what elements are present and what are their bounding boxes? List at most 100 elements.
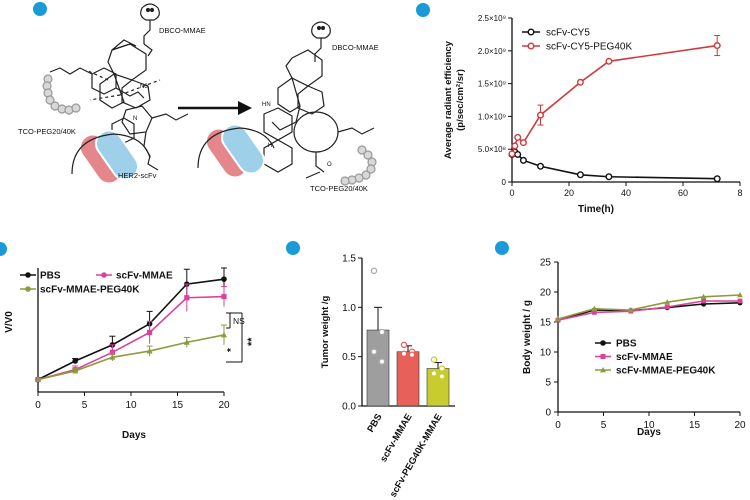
series-point [146, 347, 153, 354]
atom-n: N [133, 116, 137, 122]
bar-1 [396, 351, 420, 407]
x-tick-label: 5 [82, 400, 88, 411]
panel-dot-c [0, 242, 7, 256]
series-point [35, 376, 41, 382]
x-tick-label: 0 [35, 400, 41, 411]
x-tick-label: 0 [509, 188, 514, 198]
y-tick-label: 0.0 [342, 402, 356, 413]
x-tick-label: 40 [621, 188, 631, 198]
x-tick-label: 5 [601, 420, 607, 431]
series-point [147, 329, 153, 336]
y-axis-title: Average radiant efficiency [443, 40, 454, 159]
x-tick-label: 10 [125, 400, 137, 411]
series-point [555, 316, 561, 322]
legend-marker [25, 286, 31, 292]
peg-beads-right [340, 145, 377, 186]
legend-marker [527, 28, 535, 36]
data-point [430, 370, 438, 377]
series-point [713, 175, 721, 183]
peg-beads-left [42, 74, 81, 115]
x-axis-title: Days [122, 430, 146, 441]
series-point [221, 331, 227, 338]
bar-2 [426, 368, 450, 407]
legend-label: scFv-MMAE-PEG40K [40, 285, 140, 296]
legend-marker [600, 354, 606, 359]
series-line-1 [557, 300, 740, 321]
series-point [109, 349, 115, 355]
legend-marker [600, 340, 606, 346]
series-point [508, 150, 516, 158]
y-axis-title: V/V0 [4, 311, 15, 333]
y-tick-label: 25 [540, 258, 552, 269]
panel-dot-d [286, 241, 300, 255]
label-dbco-mmae-left: DBCO-MMAE [159, 26, 206, 35]
series-point [737, 298, 743, 304]
y-tick-label: 2.0×10⁹ [478, 47, 506, 56]
series-point [537, 111, 545, 119]
series-point [511, 142, 519, 150]
y-tick-label: 1.5×10⁹ [478, 80, 506, 89]
x-tick-label: 10 [643, 420, 655, 431]
legend-label: scFv-MMAE-PEG40K [616, 366, 716, 377]
atom-hn: HN [262, 102, 271, 108]
data-point [378, 358, 386, 365]
series-point [605, 57, 613, 65]
x-axis-title: Days [637, 427, 661, 438]
series-point [514, 133, 522, 141]
series-point [72, 358, 78, 364]
series-point [519, 139, 527, 147]
legend-marker [527, 42, 535, 50]
series-point [664, 299, 670, 305]
y-tick-label: 2.5×10⁹ [478, 14, 506, 23]
y-tick-label: 0.5 [342, 352, 356, 363]
category-label: scFv-PEG40K-MMAE [388, 412, 445, 499]
chart-fluorescence: 0 5.0×10⁸ 1.0×10⁹ 1.5×10⁹ 2.0×10⁹ 2.5×10⁹ 0 20 4… [443, 14, 743, 215]
legend-label: PBS [616, 339, 637, 350]
reaction-arrow [178, 101, 252, 115]
label-her2-scfv: HER2-scFv [118, 171, 157, 180]
data-point [408, 351, 416, 358]
mmae-toxin-icon-2 [311, 21, 331, 39]
series-point [737, 292, 743, 298]
series-line-2 [557, 294, 741, 320]
data-point [370, 348, 378, 355]
panel-dot-b [416, 3, 430, 17]
x-axis-title: Time(h) [578, 204, 614, 215]
y-tick-label: 1.0×10⁹ [478, 112, 506, 121]
data-point [370, 267, 378, 275]
legend-label: PBS [40, 271, 61, 282]
legend-label: scFv-CY5 [546, 28, 590, 39]
series-line-2 [37, 334, 225, 381]
series-line-0 [37, 278, 225, 381]
y-tick-label: 5.0×10⁸ [478, 145, 506, 154]
atom-h: H [268, 143, 272, 149]
y-axis-title: Tumor weight /g [320, 295, 331, 368]
series-point [576, 78, 584, 86]
annotation-double-star: ** [246, 337, 258, 346]
x-tick-label: 20 [564, 188, 574, 198]
label-dbco-mmae-right: DBCO-MMAE [332, 43, 379, 52]
category-label: PBS [365, 412, 384, 434]
x-tick-label: 20 [218, 400, 230, 411]
y-axis-title: Body weight / g [522, 300, 533, 374]
legend-label: scFv-MMAE [116, 271, 173, 282]
series-point [221, 293, 227, 300]
label-tco-peg-left: TCO-PEG20/40K [18, 127, 76, 136]
series-point [700, 293, 707, 299]
y-tick-label: 15 [540, 318, 552, 329]
series-point [591, 305, 598, 311]
legend-marker [101, 272, 107, 278]
legend-marker [25, 272, 31, 278]
x-tick-label: 15 [689, 420, 701, 431]
data-point [430, 356, 438, 363]
data-point [438, 365, 446, 372]
legend-label: scFv-CY5-PEG40K [546, 42, 632, 53]
series-point [537, 162, 545, 170]
series-point [514, 150, 522, 158]
panel-dot-e [495, 241, 509, 255]
her2-scfv-right [197, 123, 275, 179]
series-point [576, 171, 584, 179]
series-point [183, 339, 190, 345]
